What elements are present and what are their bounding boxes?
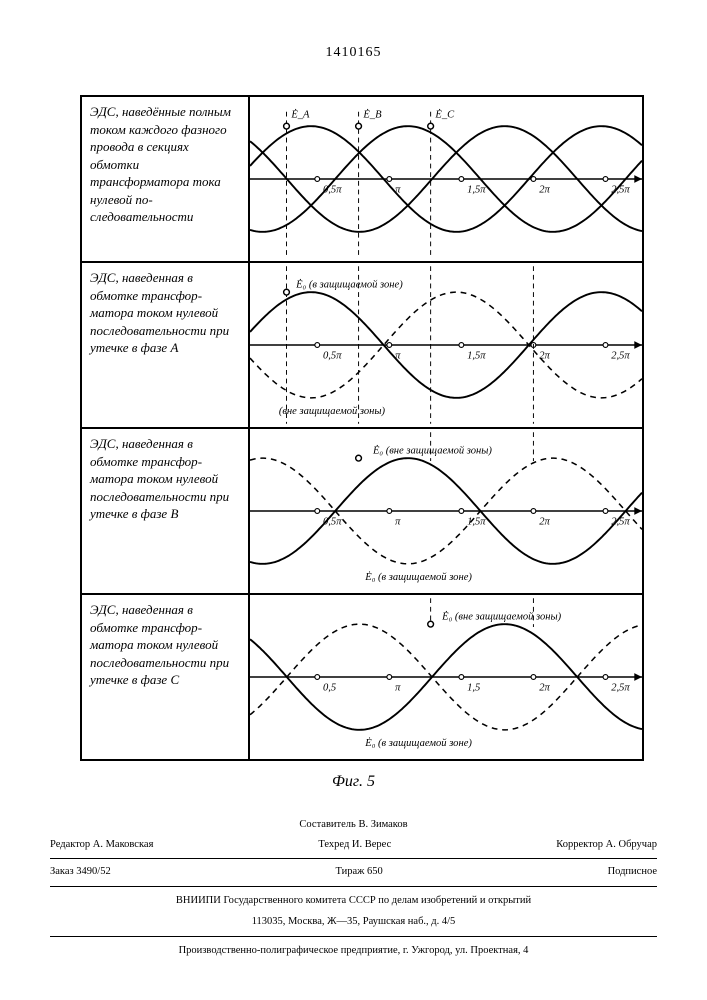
panel-label-3: ЭДС, наведенная в обмотке трансфор­матор… <box>82 595 250 759</box>
svg-text:2π: 2π <box>539 184 550 195</box>
svg-text:π: π <box>395 516 401 527</box>
footer-rule-2 <box>50 886 657 887</box>
panel-chart-2: 0,5ππ1,5π2π2,5πĖ₀ (вне защищаемой зоны)Ė… <box>250 429 642 593</box>
footer-order-no: Заказ 3490/52 <box>50 865 111 880</box>
svg-text:Ė_A: Ė_A <box>290 109 310 121</box>
panel-0: ЭДС, наведённые пол­ным током каждого фа… <box>82 97 642 263</box>
svg-text:Ė₀ (в защищаемой зоне): Ė₀ (в защищаемой зоне) <box>364 571 472 583</box>
footer-addr: 113035, Москва, Ж—35, Раушская наб., д. … <box>50 912 657 933</box>
svg-text:2,5π: 2,5π <box>611 184 630 195</box>
svg-text:Ė₀ (в защища­емой зоне): Ė₀ (в защища­емой зоне) <box>295 278 403 290</box>
panel-chart-3: 0,5 π 1,5 2π 2,5π Ė₀ (вне защищаемой зоны) Ė₀ … <box>250 595 642 759</box>
footer-corrector: Корректор А. Обручар <box>556 838 657 853</box>
panel-label-2: ЭДС, наведенная в обмотке трансфор­матор… <box>82 429 250 593</box>
svg-text:1,5π: 1,5π <box>467 350 486 361</box>
svg-text:2,5π: 2,5π <box>611 516 630 527</box>
footer-rule-3 <box>50 936 657 937</box>
svg-text:0,5π: 0,5π <box>323 350 342 361</box>
footer-printer: Производственно-полиграфическое предприя… <box>50 941 657 962</box>
svg-text:Ė₀ (вне защищаемой зоны): Ė₀ (вне защищаемой зоны) <box>441 610 561 622</box>
svg-text:1,5: 1,5 <box>467 682 480 693</box>
panel-label-1: ЭДС, наведенная в обмотке трансфор­матор… <box>82 263 250 427</box>
svg-text:2,5π: 2,5π <box>611 350 630 361</box>
footer-tirage: Тираж 650 <box>335 865 382 880</box>
figure-container: ЭДС, наведённые пол­ным током каждого фа… <box>80 95 644 761</box>
svg-text:1,5π: 1,5π <box>467 184 486 195</box>
svg-text:(вне защищаемой зоны): (вне защищаемой зоны) <box>279 406 386 417</box>
svg-text:Ė₀ (в защищаемой зоне): Ė₀ (в защищаемой зоне) <box>364 737 472 749</box>
footer-compiler: Составитель В. Зимаков <box>50 815 657 836</box>
footer-editor: Редактор А. Маковская <box>50 838 153 853</box>
svg-text:Ė_C: Ė_C <box>434 109 455 121</box>
svg-text:Ė_B: Ė_B <box>362 109 382 121</box>
svg-text:2,5π: 2,5π <box>611 682 630 693</box>
page-number: 1410165 <box>0 0 707 61</box>
figure-caption: Фиг. 5 <box>0 773 707 791</box>
footer-org: ВНИИПИ Государственного комитета СССР по… <box>50 891 657 912</box>
svg-text:Ė₀ (вне защищаемой зоны): Ė₀ (вне защищаемой зоны) <box>372 444 492 456</box>
footer-credits: Редактор А. Маковская Техред И. Верес Ко… <box>50 836 657 855</box>
panel-label-0: ЭДС, наведённые пол­ным током каждого фа… <box>82 97 250 261</box>
svg-text:0,5: 0,5 <box>323 682 336 693</box>
panel-3: ЭДС, наведенная в обмотке трансфор­матор… <box>82 595 642 759</box>
panel-2: ЭДС, наведенная в обмотке трансфор­матор… <box>82 429 642 595</box>
footer-subscr: Подписное <box>608 865 657 880</box>
footer-techred: Техред И. Верес <box>318 838 391 853</box>
footer-rule-1 <box>50 858 657 859</box>
svg-text:2π: 2π <box>539 682 550 693</box>
svg-text:2π: 2π <box>539 516 550 527</box>
svg-text:π: π <box>395 682 401 693</box>
panel-1: ЭДС, наведенная в обмотке трансфор­матор… <box>82 263 642 429</box>
footer-order: Заказ 3490/52 Тираж 650 Подписное <box>50 863 657 882</box>
footer-block: Составитель В. Зимаков Редактор А. Маков… <box>50 815 657 962</box>
panel-chart-0: 0,5ππ1,5π2π2,5πĖ_AĖ_BĖ_C <box>250 97 642 261</box>
panel-chart-1: 0,5ππ1,5π2π2,5πĖ₀ (в защища­емой зоне)(в… <box>250 263 642 427</box>
